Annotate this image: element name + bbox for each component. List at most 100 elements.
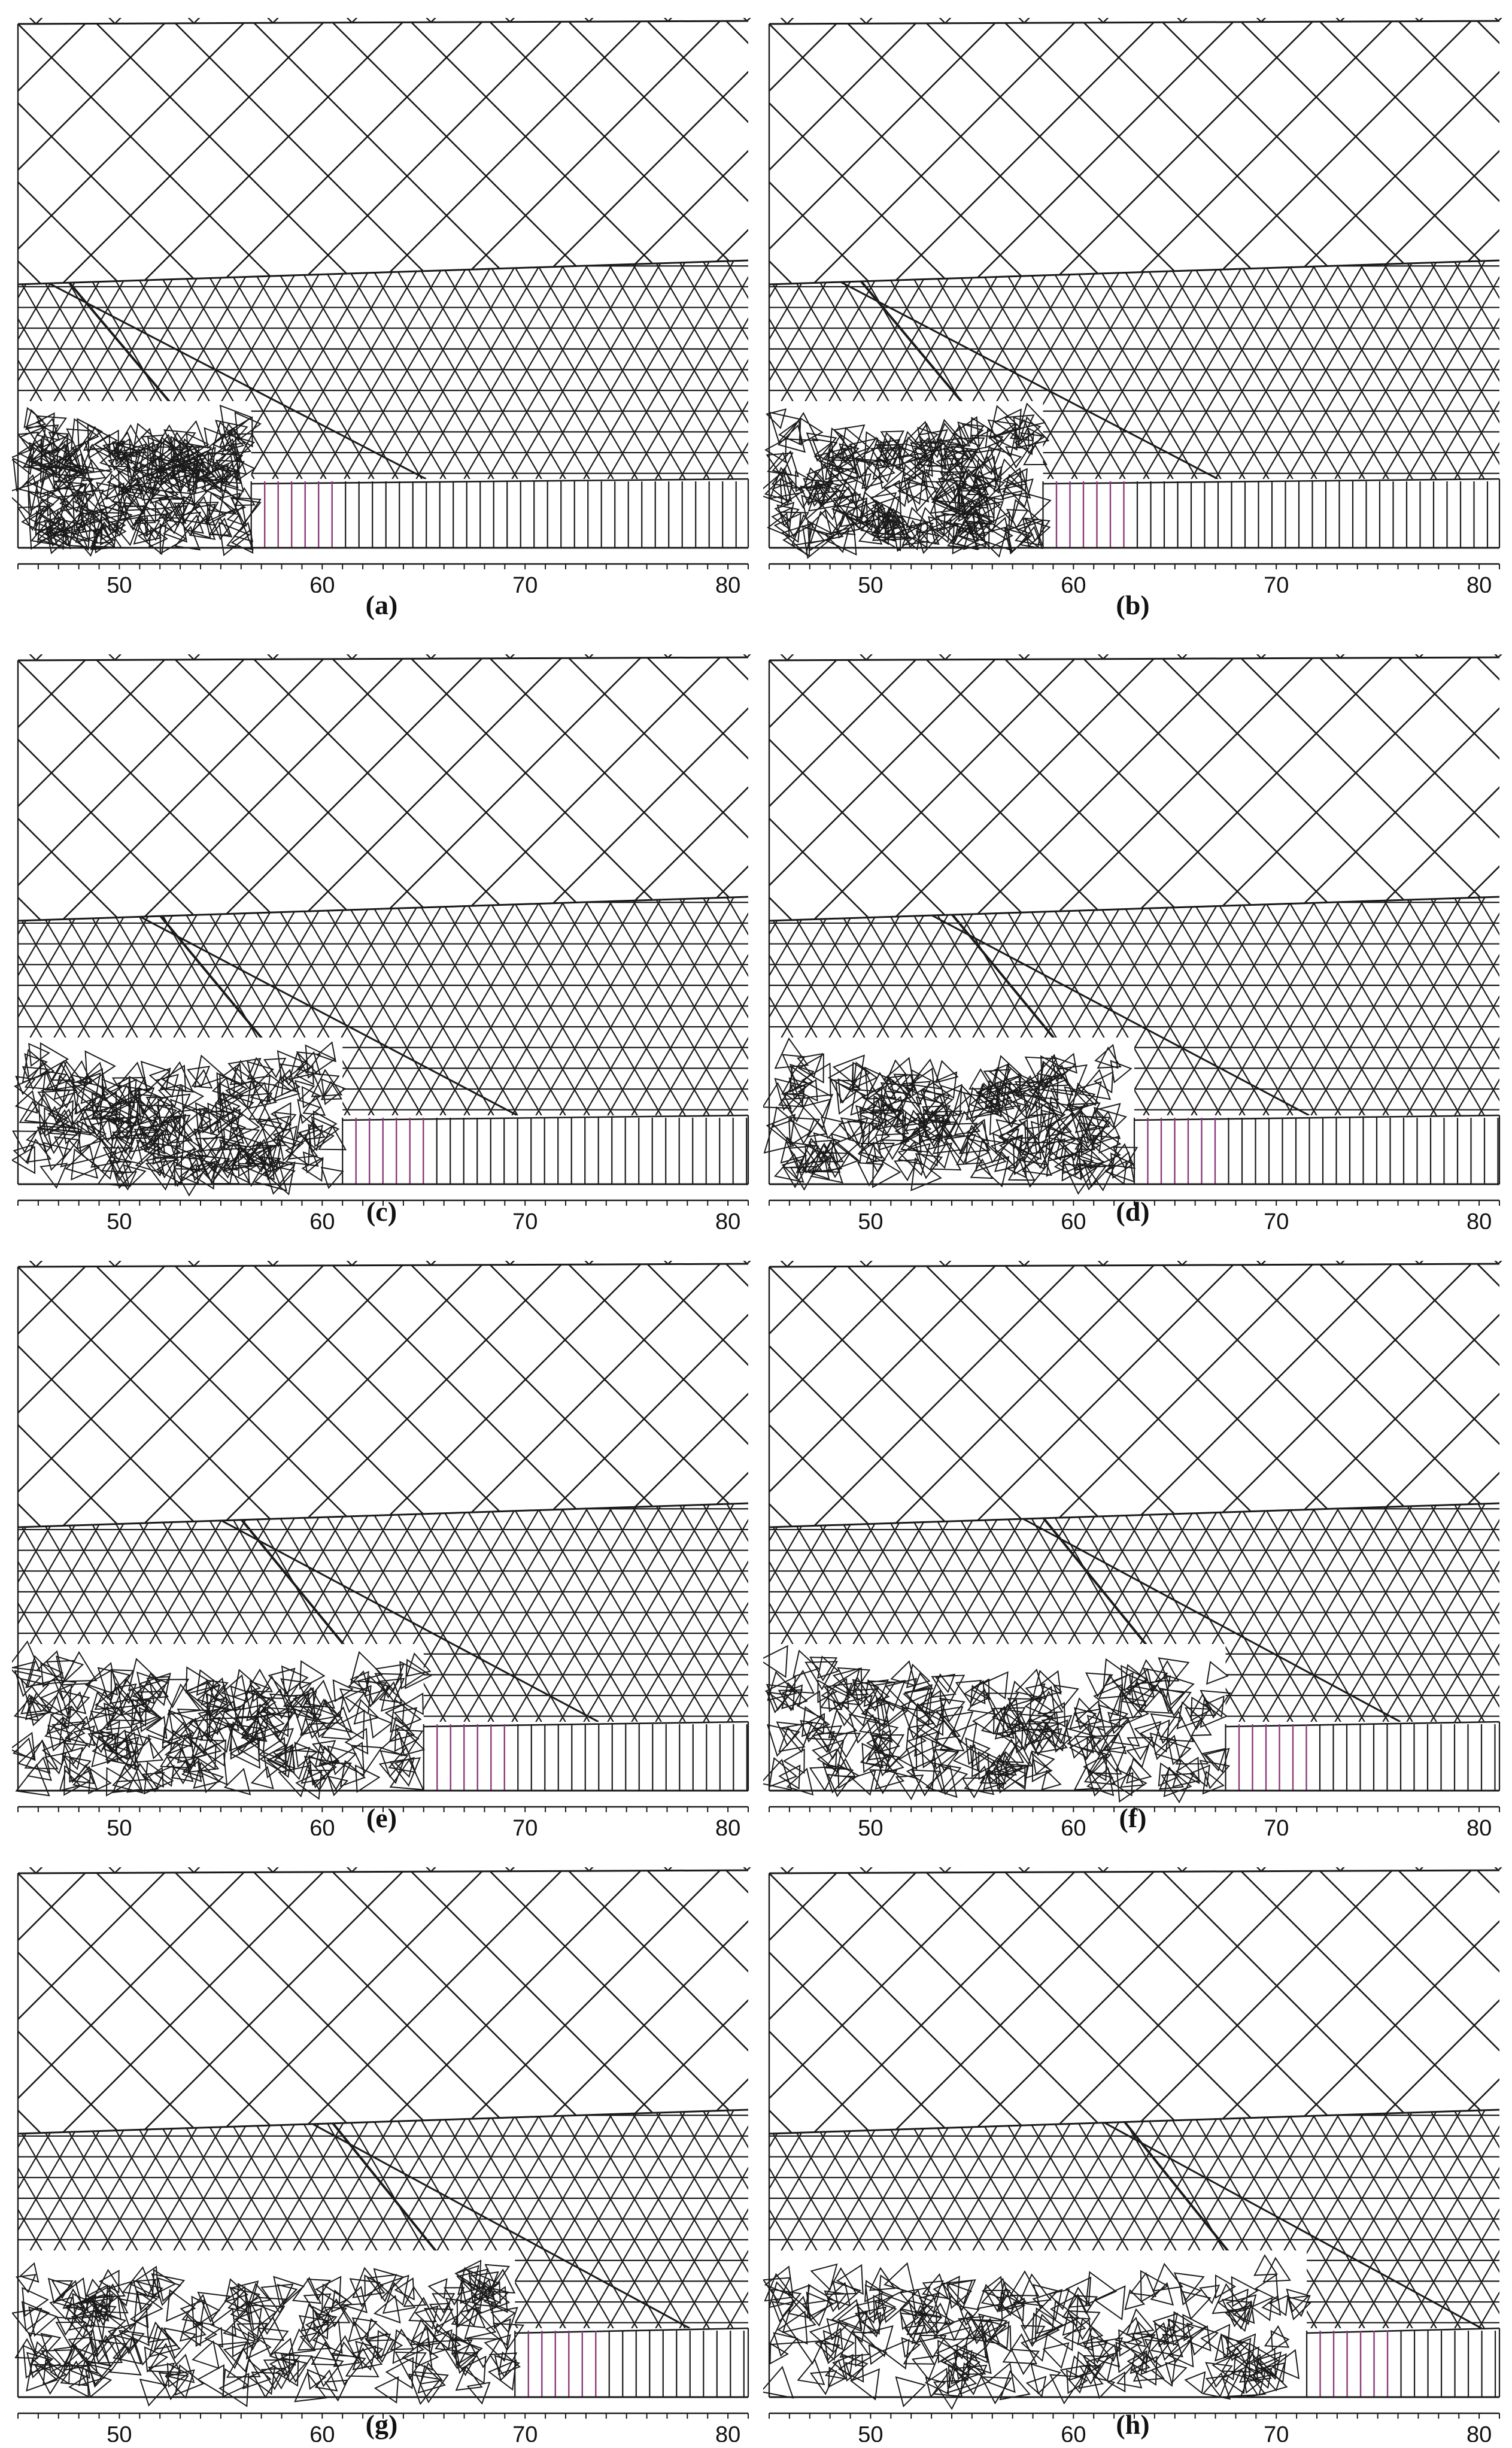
caved-zone [763,1037,1138,1195]
layer-boundaries [768,1869,1500,2398]
axis-tick-label: 60 [1061,1209,1086,1229]
numerical-model-mesh: 50 60 70 80 [12,1261,751,1836]
panel-caption: (g) [365,2409,398,2440]
surface-ticks [29,1867,751,1874]
numerical-model-mesh: 50 60 70 80 [763,654,1502,1229]
panel-caption: (c) [366,1196,397,1227]
support-columns [1042,478,1501,548]
distance-axis: 50 60 70 80 [769,2412,1500,2442]
axis-tick-label: 80 [715,1209,740,1229]
axis-tick-label: 60 [1061,2422,1086,2442]
axis-tick-label: 70 [1264,2422,1289,2442]
layer-boundaries [768,656,1500,1185]
numerical-model-mesh: 50 60 70 80 [763,18,1502,593]
panel-d: 50 60 70 80 [763,654,1502,1229]
support-columns [514,2327,749,2397]
surface-ticks [29,654,751,661]
upper-rock-layer [769,1870,1499,2134]
support-columns [423,1721,749,1791]
surface-ticks [780,1867,1502,1874]
panel-caption: (e) [366,1803,397,1833]
axis-tick-label: 50 [858,2422,883,2442]
panel-a: 50 60 70 80 [12,18,751,593]
numerical-model-mesh: 50 60 70 80 [763,1261,1502,1836]
support-columns [1225,1721,1501,1791]
panel-g: 50 60 70 80 [12,1867,751,2442]
layer-boundaries [17,656,749,1185]
panel-c: 50 60 70 80 [12,654,751,1229]
numerical-model-mesh: 50 60 70 80 [12,18,751,593]
upper-rock-layer [18,21,748,284]
support-columns [250,478,749,548]
support-columns [1133,1114,1501,1184]
axis-tick-label: 50 [858,1816,883,1836]
panel-f: 50 60 70 80 [763,1261,1502,1836]
axis-tick-label: 60 [309,1816,335,1836]
panel-caption: (a) [365,590,398,620]
surface-ticks [780,1261,1502,1267]
axis-tick-label: 50 [858,1209,883,1229]
layer-boundaries [17,1869,749,2398]
panel-caption: (d) [1116,1196,1150,1227]
axis-tick-label: 80 [1467,573,1492,593]
distance-axis: 50 60 70 80 [769,1806,1500,1836]
axis-tick-label: 70 [512,573,538,593]
caved-zone [12,2250,525,2407]
axis-tick-label: 50 [858,573,883,593]
surface-ticks [29,18,751,25]
axis-tick-label: 50 [107,1209,132,1229]
numerical-model-mesh: 50 60 70 80 [12,1867,751,2442]
caved-zone [12,1640,432,1800]
surface-ticks [780,654,1502,661]
upper-rock-layer [18,657,748,921]
surface-ticks [780,18,1502,25]
axis-tick-label: 80 [715,2422,740,2442]
panel-caption: (b) [1116,590,1150,620]
axis-tick-label: 70 [1264,1209,1289,1229]
layer-boundaries [17,20,749,549]
axis-tick-label: 60 [309,573,335,593]
numerical-model-mesh: 50 60 70 80 [763,1867,1502,2442]
axis-tick-label: 80 [715,573,740,593]
axis-tick-label: 50 [107,573,132,593]
axis-tick-label: 70 [1264,573,1289,593]
distance-axis: 50 60 70 80 [17,563,749,593]
layer-boundaries [768,20,1500,549]
panel-b: 50 60 70 80 [763,18,1502,593]
panel-e: 50 60 70 80 [12,1261,751,1836]
caved-zone [12,401,262,557]
distance-axis: 50 60 70 80 [17,1199,749,1229]
support-columns [1305,2327,1501,2397]
caved-zone [763,401,1052,559]
axis-tick-label: 80 [715,1816,740,1836]
axis-tick-label: 80 [1467,2422,1492,2442]
axis-tick-label: 50 [107,1816,132,1836]
panel-h: 50 60 70 80 [763,1867,1502,2442]
layer-boundaries [768,1263,1500,1792]
upper-rock-layer [769,21,1499,284]
axis-tick-label: 80 [1467,1816,1492,1836]
caved-zone [763,2250,1311,2410]
panel-caption: (f) [1119,1803,1147,1833]
axis-tick-label: 70 [1264,1816,1289,1836]
axis-tick-label: 70 [512,1209,538,1229]
support-columns [342,1114,749,1184]
numerical-model-mesh: 50 60 70 80 [12,654,751,1229]
axis-tick-label: 50 [107,2422,132,2442]
distance-axis: 50 60 70 80 [769,563,1500,593]
caved-zone [12,1038,347,1197]
upper-rock-layer [769,1264,1499,1527]
axis-tick-label: 60 [309,1209,335,1229]
layer-boundaries [17,1263,749,1792]
axis-tick-label: 80 [1467,1209,1492,1229]
distance-axis: 50 60 70 80 [17,1806,749,1836]
surface-ticks [29,1261,751,1267]
upper-rock-layer [18,1264,748,1527]
axis-tick-label: 70 [512,1816,538,1836]
axis-tick-label: 70 [512,2422,538,2442]
upper-rock-layer [769,657,1499,921]
axis-tick-label: 60 [1061,1816,1086,1836]
panel-caption: (h) [1116,2409,1150,2440]
caved-zone [763,1644,1232,1804]
upper-rock-layer [18,1870,748,2134]
